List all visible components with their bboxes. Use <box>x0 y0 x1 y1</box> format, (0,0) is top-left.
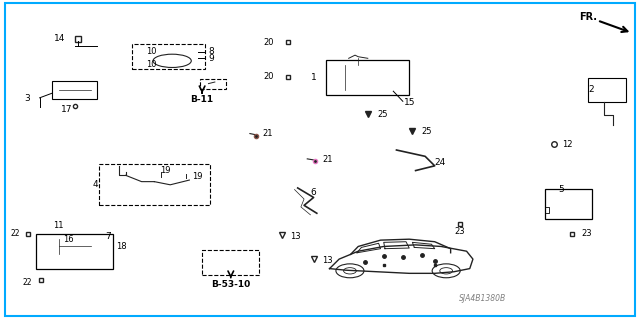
Bar <box>326 60 409 95</box>
Text: FR.: FR. <box>579 12 596 22</box>
Text: 18: 18 <box>116 242 127 251</box>
Text: 16: 16 <box>63 235 74 244</box>
Text: 24: 24 <box>434 158 445 167</box>
Text: 10: 10 <box>146 60 156 69</box>
Bar <box>132 44 205 69</box>
Text: 13: 13 <box>323 256 333 265</box>
Text: 20: 20 <box>264 72 275 81</box>
Text: 13: 13 <box>291 232 301 241</box>
Text: B-11: B-11 <box>191 95 214 104</box>
Text: 15: 15 <box>403 98 415 107</box>
Bar <box>545 189 593 219</box>
Text: 21: 21 <box>262 129 273 138</box>
Text: 2: 2 <box>588 85 594 94</box>
Bar <box>52 81 97 99</box>
Text: B-53-10: B-53-10 <box>211 280 250 289</box>
Text: 7: 7 <box>106 232 111 241</box>
Text: 19: 19 <box>161 166 171 175</box>
Text: 21: 21 <box>323 155 333 164</box>
Text: 3: 3 <box>24 94 29 103</box>
Bar <box>200 78 226 89</box>
Text: 25: 25 <box>422 128 432 137</box>
Text: 5: 5 <box>558 185 564 194</box>
Text: 12: 12 <box>562 140 573 149</box>
Text: 23: 23 <box>455 227 465 236</box>
Text: 22: 22 <box>22 278 31 287</box>
Bar <box>36 234 113 269</box>
Text: 14: 14 <box>54 33 66 42</box>
Text: 8: 8 <box>209 48 214 56</box>
Text: 25: 25 <box>377 110 388 119</box>
Text: 11: 11 <box>54 221 64 230</box>
Text: 1: 1 <box>311 73 317 82</box>
Text: 6: 6 <box>311 188 317 197</box>
Text: 10: 10 <box>146 47 156 56</box>
Text: 4: 4 <box>93 180 99 189</box>
Bar <box>99 164 210 205</box>
Text: 9: 9 <box>209 54 214 63</box>
Bar <box>588 78 626 102</box>
Text: SJA4B1380B: SJA4B1380B <box>459 294 506 303</box>
Text: 19: 19 <box>193 172 203 182</box>
Text: 22: 22 <box>11 229 20 238</box>
Text: 23: 23 <box>581 229 591 238</box>
Text: 17: 17 <box>61 105 72 114</box>
Text: 20: 20 <box>264 38 275 47</box>
Bar <box>202 250 259 275</box>
